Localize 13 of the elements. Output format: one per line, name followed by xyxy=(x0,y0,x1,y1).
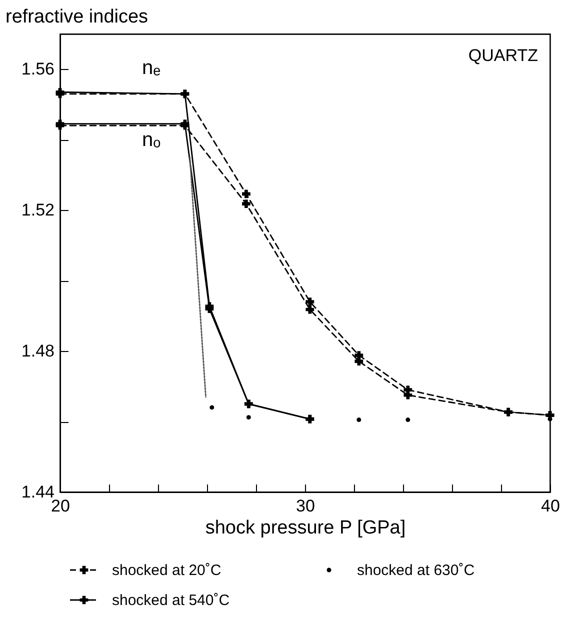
y-tick-label: 1.48 xyxy=(21,342,54,361)
legend-label: shocked at 540˚C xyxy=(112,592,230,609)
x-tick-label: 40 xyxy=(541,496,560,516)
y-tick-label: 1.56 xyxy=(21,60,54,79)
annotation: nₑ xyxy=(142,57,161,79)
legend-label: shocked at 630˚C xyxy=(357,562,475,579)
legend-label: shocked at 20˚C xyxy=(112,562,222,579)
x-axis-title: shock pressure P [GPa] xyxy=(205,518,406,538)
y-axis-title: refractive indices xyxy=(6,6,148,28)
annotation: nₒ xyxy=(142,129,161,151)
x-tick-label: 30 xyxy=(296,496,315,516)
annotation: QUARTZ xyxy=(468,46,538,65)
y-tick-label: 1.52 xyxy=(21,200,54,220)
